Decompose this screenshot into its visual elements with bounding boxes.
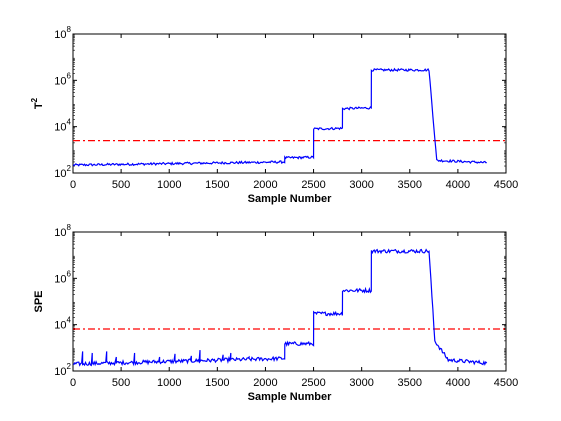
x-tick-label: 1000 (157, 179, 181, 191)
x-tick-label: 2500 (301, 377, 325, 389)
x-axis-label: Sample Number (248, 193, 332, 205)
y-axis-label: SPE (33, 290, 45, 312)
plot-area (72, 231, 507, 372)
y-tick-label: 104 (54, 118, 71, 134)
chart-1: 0 500 1000 1500 2000 2500 3000 3500 4000 4500 102 1… (30, 25, 518, 205)
y-axis-label: T2 (30, 97, 45, 109)
y-tick-label: 108 (54, 223, 71, 239)
x-tick-label: 4000 (446, 179, 470, 191)
x-tick-label: 1000 (157, 377, 181, 389)
y-tick-label: 102 (54, 164, 71, 180)
x-tick-label: 3000 (349, 377, 373, 389)
x-tick-label: 3000 (349, 179, 373, 191)
x-tick-label: 0 (70, 179, 76, 191)
chart-2: 0 500 1000 1500 2000 2500 3000 3500 4000 4500 102 1… (33, 223, 518, 403)
x-tick-label: 2500 (301, 179, 325, 191)
x-tick-label: 2000 (253, 377, 277, 389)
y-tick-label: 102 (54, 362, 71, 378)
y-tick-label: 106 (54, 269, 71, 285)
plot-area (72, 33, 507, 174)
x-tick-label: 3500 (398, 179, 422, 191)
x-tick-label: 1500 (205, 377, 229, 389)
x-tick-label: 4500 (494, 377, 518, 389)
x-tick-label: 2000 (253, 179, 277, 191)
x-tick-label: 3500 (398, 377, 422, 389)
y-tick-label: 106 (54, 71, 71, 87)
x-tick-label: 500 (112, 377, 130, 389)
x-tick-label: 1500 (205, 179, 229, 191)
y-tick-label: 108 (54, 25, 71, 41)
x-tick-label: 4500 (494, 179, 518, 191)
series-line (73, 67, 487, 167)
x-tick-label: 500 (112, 179, 130, 191)
x-tick-label: 4000 (446, 377, 470, 389)
series-line (73, 248, 488, 367)
x-axis-label: Sample Number (248, 391, 332, 403)
x-tick-label: 0 (70, 377, 76, 389)
y-tick-label: 104 (54, 316, 71, 332)
